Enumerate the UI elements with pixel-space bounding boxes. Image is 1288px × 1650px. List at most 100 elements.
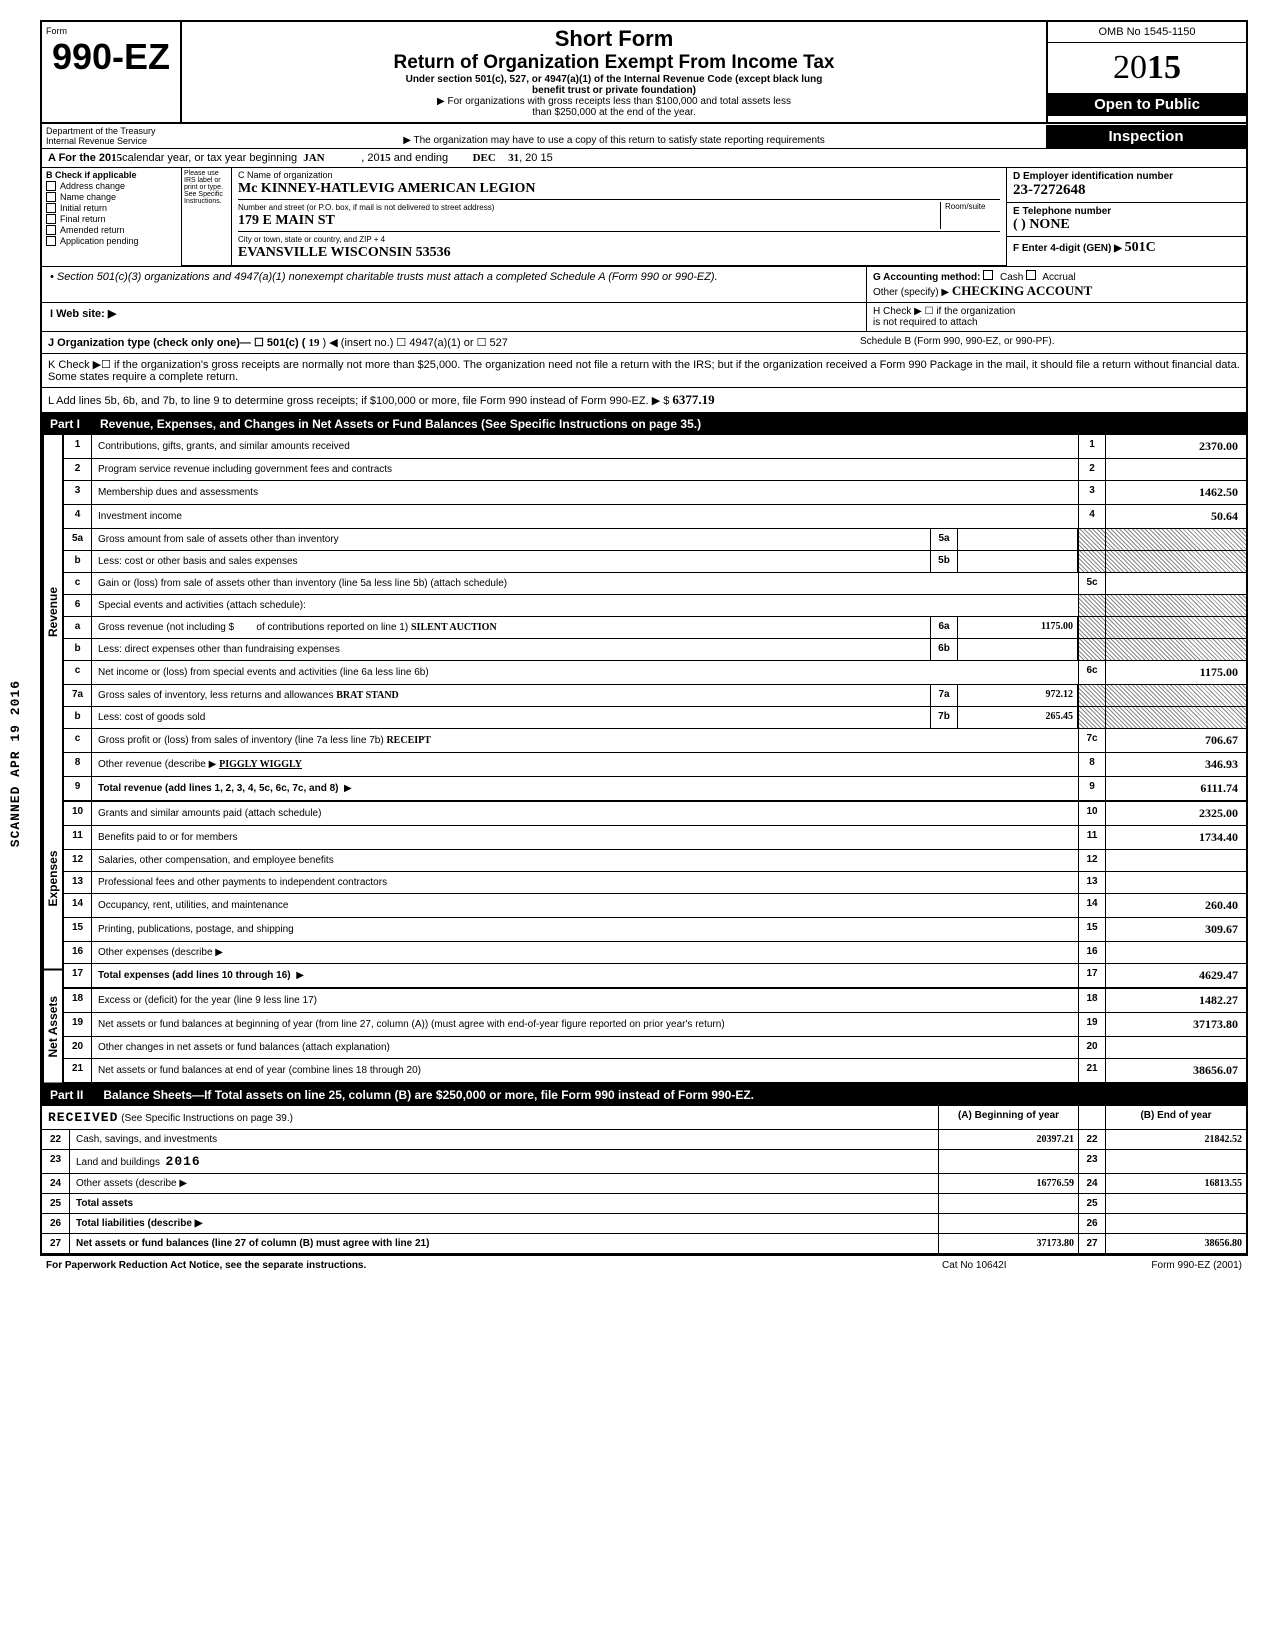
- section-bcdef: B Check if applicable Address change Nam…: [42, 168, 1246, 267]
- dept-row: Department of the Treasury Internal Reve…: [42, 124, 1246, 149]
- line-22-num: 22: [42, 1130, 70, 1149]
- check-final[interactable]: Final return: [46, 214, 177, 224]
- line-25: 25 Total assets 25: [42, 1194, 1246, 1214]
- line-5b-desc: Less: cost or other basis and sales expe…: [92, 551, 930, 572]
- check-address[interactable]: Address change: [46, 181, 177, 191]
- line-18-val: 1482.27: [1106, 989, 1246, 1012]
- line-8-box: 8: [1078, 753, 1106, 776]
- ein-value: 23-7272648: [1013, 182, 1086, 198]
- line-6-num: 6: [64, 595, 92, 616]
- part1-title: Revenue, Expenses, and Changes in Net As…: [100, 417, 701, 431]
- line-22-b: 21842.52: [1106, 1130, 1246, 1149]
- line-6a-sub: 6a: [930, 617, 958, 638]
- line-7a-desc: Gross sales of inventory, less returns a…: [92, 685, 930, 706]
- accrual-checkbox[interactable]: [1026, 270, 1036, 280]
- f-label: F Enter 4-digit (GEN) ▶: [1013, 243, 1122, 254]
- line-23-box: 23: [1078, 1150, 1106, 1173]
- cash-checkbox[interactable]: [983, 270, 993, 280]
- line-11-desc: Benefits paid to or for members: [92, 826, 1078, 849]
- line-6: 6 Special events and activities (attach …: [64, 595, 1246, 617]
- check-name[interactable]: Name change: [46, 192, 177, 202]
- reporting-note: ▶ The organization may have to use a cop…: [182, 133, 1046, 148]
- line-17-num: 17: [64, 964, 92, 987]
- line-12-val: [1106, 850, 1246, 871]
- line-3-box: 3: [1078, 481, 1106, 504]
- part2-title: Balance Sheets—If Total assets on line 2…: [103, 1088, 754, 1102]
- bal-num-blank: [1078, 1106, 1106, 1129]
- line-a-end-year: , 20 15: [519, 152, 553, 164]
- line-9-box: 9: [1078, 777, 1106, 800]
- line-16-val: [1106, 942, 1246, 963]
- line-3-desc: Membership dues and assessments: [92, 481, 1078, 504]
- line-27: 27 Net assets or fund balances (line 27 …: [42, 1234, 1246, 1253]
- j-mid: ) ◀ (insert no.) ☐ 4947(a)(1) or ☐ 527: [323, 337, 508, 349]
- j-insert: 19: [308, 337, 319, 349]
- line-4-desc: Investment income: [92, 505, 1078, 528]
- line-7b-subval: 265.45: [958, 707, 1078, 728]
- line-7b-desc: Less: cost of goods sold: [92, 707, 930, 728]
- part-1-header: Part I Revenue, Expenses, and Changes in…: [42, 413, 1246, 435]
- line-2: 2 Program service revenue including gove…: [64, 459, 1246, 481]
- line-5a-subval: [958, 529, 1078, 550]
- line-5a: 5a Gross amount from sale of assets othe…: [64, 529, 1246, 551]
- org-name: Mc KINNEY-HATLEVIG AMERICAN LEGION: [238, 181, 536, 196]
- gen-value: 501C: [1125, 240, 1156, 255]
- please-label: Please use IRS label or print or type. S…: [182, 168, 232, 265]
- checks-column: B Check if applicable Address change Nam…: [42, 168, 182, 266]
- year-prefix: 20: [1113, 49, 1147, 86]
- line-k: K Check ▶☐ if the organization's gross r…: [42, 354, 1246, 388]
- line-a-ending: and ending: [394, 152, 448, 164]
- line-5b: b Less: cost or other basis and sales ex…: [64, 551, 1246, 573]
- check-initial[interactable]: Initial return: [46, 203, 177, 213]
- year-handwritten: 15: [1147, 49, 1181, 86]
- line-8-hw: PIGGLY WIGGLY: [219, 759, 302, 770]
- line-5b-shade2: [1106, 551, 1246, 572]
- line-a-year1: 15: [111, 152, 122, 164]
- line-7a-text: Gross sales of inventory, less returns a…: [98, 690, 333, 701]
- line-22-desc: Cash, savings, and investments: [70, 1130, 938, 1149]
- line-14-desc: Occupancy, rent, utilities, and maintena…: [92, 894, 1078, 917]
- section-note-g: • Section 501(c)(3) organizations and 49…: [42, 267, 1246, 303]
- l-value: 6377.19: [672, 392, 714, 407]
- line-6a-num: a: [64, 617, 92, 638]
- line-12-box: 12: [1078, 850, 1106, 871]
- addr-label: Number and street (or P.O. box, if mail …: [238, 203, 494, 212]
- line-a-prefix: A For the 20: [48, 152, 111, 164]
- form-990ez: Form 990-EZ Short Form Return of Organiz…: [40, 20, 1248, 1255]
- line-5b-subval: [958, 551, 1078, 572]
- line-12: 12 Salaries, other compensation, and emp…: [64, 850, 1246, 872]
- line-a-end-month: DEC: [473, 152, 496, 164]
- line-9-val: 6111.74: [1106, 777, 1246, 800]
- j-label: J Organization type (check only one)— ☐ …: [48, 337, 305, 349]
- line-j: J Organization type (check only one)— ☐ …: [42, 332, 1246, 354]
- line-27-desc: Net assets or fund balances (line 27 of …: [76, 1238, 429, 1249]
- check-amended[interactable]: Amended return: [46, 225, 177, 235]
- footer: For Paperwork Reduction Act Notice, see …: [40, 1255, 1248, 1275]
- line-7c-val: 706.67: [1106, 729, 1246, 752]
- line-1: 1 Contributions, gifts, grants, and simi…: [64, 435, 1246, 459]
- line-15-box: 15: [1078, 918, 1106, 941]
- line-5c-val: [1106, 573, 1246, 594]
- line-7c: c Gross profit or (loss) from sales of i…: [64, 729, 1246, 753]
- tax-year: 2015: [1048, 43, 1246, 93]
- check-label-4: Amended return: [60, 225, 125, 235]
- dept-treasury: Department of the Treasury Internal Reve…: [42, 124, 182, 148]
- line-8: 8 Other revenue (describe ▶ PIGGLY WIGGL…: [64, 753, 1246, 777]
- line-8-text: Other revenue (describe ▶: [98, 759, 216, 770]
- line-3: 3 Membership dues and assessments 3 1462…: [64, 481, 1246, 505]
- gen-cell: F Enter 4-digit (GEN) ▶ 501C: [1007, 237, 1246, 259]
- check-label-1: Name change: [60, 192, 116, 202]
- line-7c-desc: Gross profit or (loss) from sales of inv…: [92, 729, 1078, 752]
- line-6a-hw: SILENT AUCTION: [411, 622, 497, 633]
- line-6-shade2: [1106, 595, 1246, 616]
- line-5c-box: 5c: [1078, 573, 1106, 594]
- check-pending[interactable]: Application pending: [46, 236, 177, 246]
- line-25-num: 25: [42, 1194, 70, 1213]
- line-5a-shade2: [1106, 529, 1246, 550]
- line-6b-shade: [1078, 639, 1106, 660]
- balance-instruction: RECEIVED (See Specific Instructions on p…: [42, 1106, 938, 1129]
- line-13: 13 Professional fees and other payments …: [64, 872, 1246, 894]
- subtitle-1: Under section 501(c), 527, or 4947(a)(1)…: [190, 74, 1038, 85]
- line-26-desc: Total liabilities (describe ▶: [76, 1218, 202, 1229]
- line-16: 16 Other expenses (describe ▶ 16: [64, 942, 1246, 964]
